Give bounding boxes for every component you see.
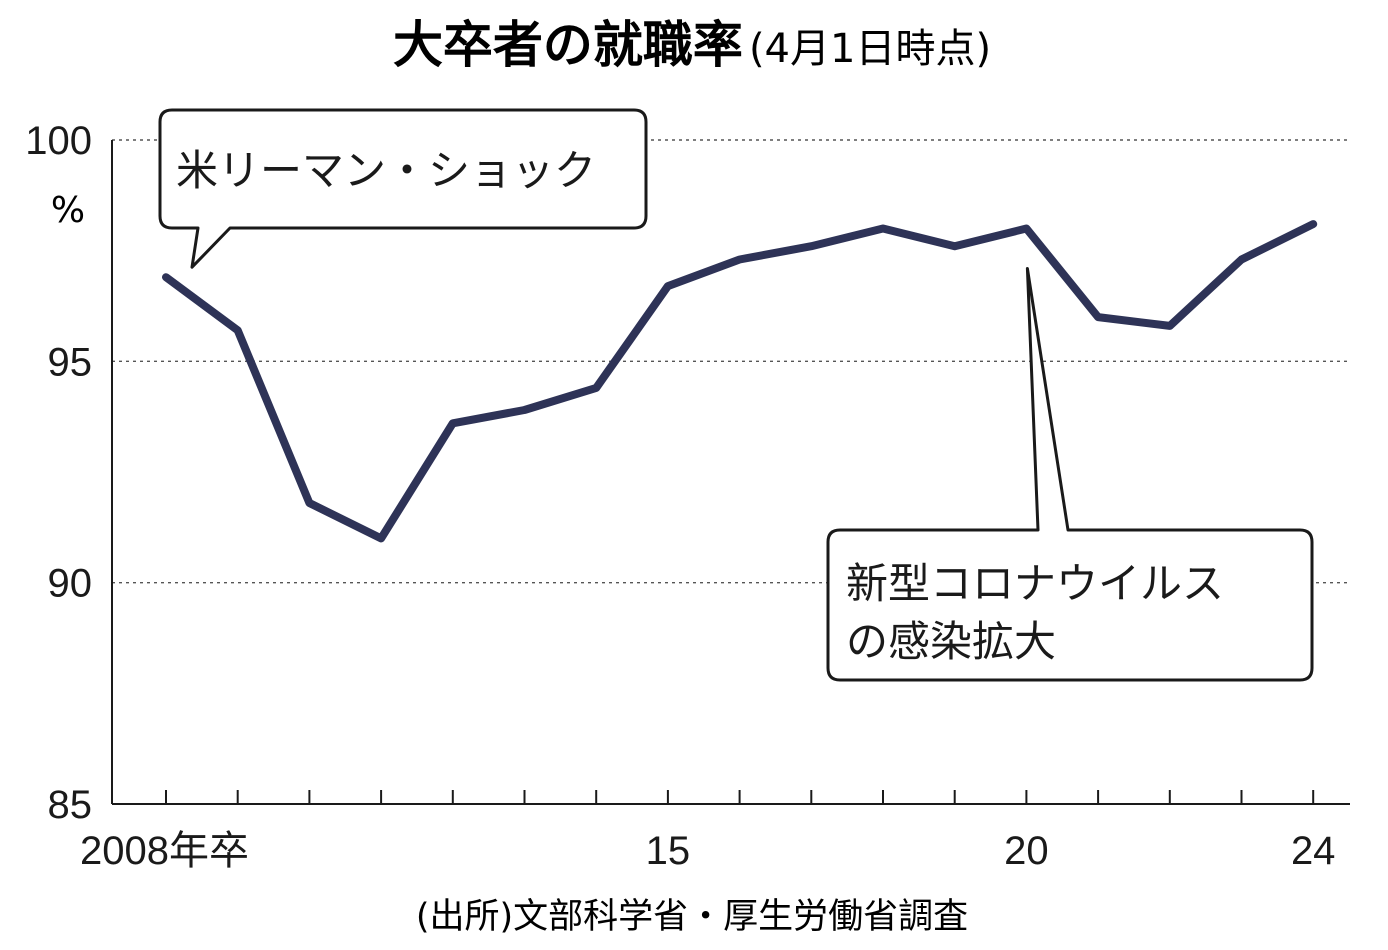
callout-text-covid: の感染拡大 [846, 617, 1056, 666]
callout-box-lehman [158, 108, 648, 269]
x-tick-label: 20 [1004, 829, 1049, 873]
y-tick-label: 95 [48, 340, 93, 384]
series-layer [162, 220, 1318, 543]
chart-title: 大卒者の就職率 (4月1日時点) [393, 16, 991, 74]
x-tick-label: 24 [1291, 829, 1336, 873]
callout-text-lehman: 米リーマン・ショック [176, 146, 596, 195]
x-tick-label: 15 [646, 829, 691, 873]
y-tick-label: 85 [48, 783, 93, 827]
y-tick-label: 100 [25, 119, 92, 163]
x-tick-label: 2008年卒 [80, 829, 249, 873]
chart-title-main: 大卒者の就職率 [393, 16, 743, 74]
series-line [162, 220, 1318, 543]
chart-subtitle: (4月1日時点) [749, 26, 991, 72]
y-axis-unit: % [51, 190, 85, 231]
callout-box-covid [826, 267, 1314, 682]
callout-text-covid: 新型コロナウイルス [846, 559, 1224, 608]
source-note: (出所)文部科学省・厚生労働省調査 [416, 897, 968, 937]
y-tick-label: 90 [48, 562, 93, 606]
